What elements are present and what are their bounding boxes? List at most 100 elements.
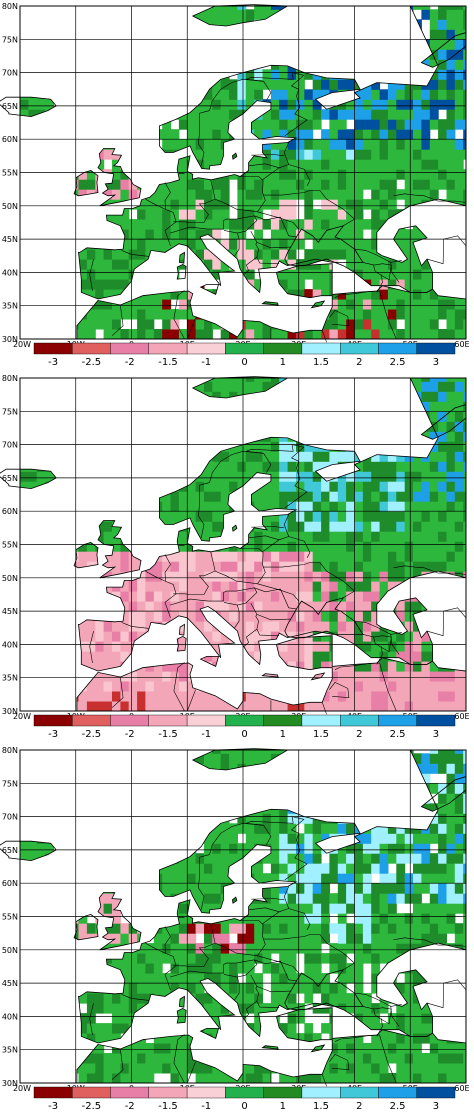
grid-cell bbox=[304, 481, 313, 492]
grid-cell bbox=[229, 743, 238, 754]
grid-cell bbox=[447, 471, 456, 482]
grid-cell bbox=[112, 319, 121, 330]
grid-cell bbox=[346, 561, 355, 572]
grid-cell bbox=[288, 913, 297, 924]
grid-cell bbox=[204, 381, 213, 392]
grid-cell bbox=[405, 269, 414, 280]
grid-cell bbox=[388, 531, 397, 542]
grid-cell bbox=[421, 391, 430, 402]
grid-cell bbox=[363, 129, 372, 140]
grid-cell bbox=[212, 953, 221, 964]
grid-cell bbox=[455, 441, 464, 452]
grid-cell bbox=[363, 701, 372, 712]
grid-cell bbox=[421, 0, 430, 10]
grid-cell bbox=[329, 581, 338, 592]
grid-cell bbox=[187, 701, 196, 712]
grid-cell bbox=[171, 199, 180, 210]
grid-cell bbox=[355, 99, 364, 110]
grid-cell bbox=[212, 371, 221, 382]
grid-cell bbox=[137, 621, 146, 632]
grid-cell bbox=[338, 481, 347, 492]
grid-cell bbox=[413, 189, 422, 200]
grid-cell bbox=[304, 823, 313, 834]
grid-cell bbox=[338, 1073, 347, 1084]
grid-cell bbox=[212, 863, 221, 874]
grid-cell bbox=[346, 571, 355, 582]
grid-cell bbox=[438, 541, 447, 552]
grid-cell bbox=[187, 561, 196, 572]
grid-cell bbox=[447, 319, 456, 330]
grid-cell bbox=[313, 139, 322, 150]
grid-cell bbox=[288, 601, 297, 612]
grid-cell bbox=[438, 461, 447, 472]
legend-label: 1 bbox=[280, 729, 286, 740]
grid-cell bbox=[313, 79, 322, 90]
grid-cell bbox=[237, 79, 246, 90]
grid-cell bbox=[430, 309, 439, 320]
grid-cell bbox=[137, 581, 146, 592]
grid-cell bbox=[329, 541, 338, 552]
grid-cell bbox=[313, 511, 322, 522]
grid-cell bbox=[288, 571, 297, 582]
grid-cell bbox=[405, 139, 414, 150]
grid-cell bbox=[355, 681, 364, 692]
grid-cell bbox=[363, 309, 372, 320]
grid-cell bbox=[321, 229, 330, 240]
grid-cell bbox=[455, 19, 464, 30]
grid-cell bbox=[455, 521, 464, 532]
latitude-label: 75N bbox=[2, 35, 18, 44]
grid-cell bbox=[154, 581, 163, 592]
grid-cell bbox=[338, 531, 347, 542]
grid-cell bbox=[288, 451, 297, 462]
grid-cell bbox=[229, 943, 238, 954]
grid-cell bbox=[129, 219, 138, 230]
grid-cell bbox=[288, 1023, 297, 1034]
grid-cell bbox=[196, 883, 205, 894]
grid-cell bbox=[463, 89, 472, 100]
grid-cell bbox=[329, 1073, 338, 1084]
grid-cell bbox=[430, 501, 439, 512]
grid-cell bbox=[355, 169, 364, 180]
grid-cell bbox=[154, 209, 163, 220]
grid-cell bbox=[271, 89, 280, 100]
grid-cell bbox=[288, 551, 297, 562]
grid-cell bbox=[204, 701, 213, 712]
grid-cell bbox=[463, 79, 472, 90]
grid-cell bbox=[154, 681, 163, 692]
grid-cell bbox=[405, 701, 414, 712]
grid-cell bbox=[304, 209, 313, 220]
grid-cell bbox=[271, 973, 280, 984]
grid-cell bbox=[430, 691, 439, 702]
grid-cell bbox=[363, 511, 372, 522]
grid-cell bbox=[179, 913, 188, 924]
grid-cell bbox=[212, 139, 221, 150]
grid-cell bbox=[304, 973, 313, 984]
grid-cell bbox=[95, 993, 104, 1004]
grid-cell bbox=[371, 109, 380, 120]
grid-cell bbox=[87, 701, 96, 712]
grid-cell bbox=[388, 179, 397, 190]
grid-cell bbox=[237, 219, 246, 230]
grid-cell bbox=[154, 701, 163, 712]
grid-cell bbox=[413, 541, 422, 552]
grid-cell bbox=[463, 501, 472, 512]
grid-cell bbox=[279, 571, 288, 582]
grid-cell bbox=[179, 209, 188, 220]
grid-cell bbox=[112, 551, 121, 562]
grid-cell bbox=[463, 139, 472, 150]
legend-label: 1.5 bbox=[313, 729, 329, 740]
grid-cell bbox=[363, 219, 372, 230]
grid-cell bbox=[396, 641, 405, 652]
grid-cell bbox=[380, 139, 389, 150]
grid-cell bbox=[304, 883, 313, 894]
grid-cell bbox=[388, 561, 397, 572]
grid-cell bbox=[405, 129, 414, 140]
grid-cell bbox=[363, 139, 372, 150]
grid-cell bbox=[346, 501, 355, 512]
grid-cell bbox=[346, 551, 355, 562]
grid-cell bbox=[254, 199, 263, 210]
grid-cell bbox=[421, 661, 430, 672]
grid-cell bbox=[321, 923, 330, 934]
grid-cell bbox=[413, 691, 422, 702]
grid-cell bbox=[296, 129, 305, 140]
